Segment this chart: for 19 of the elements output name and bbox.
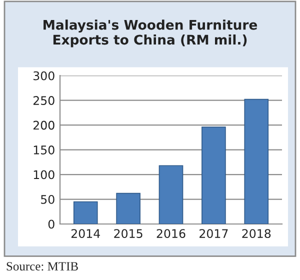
source-note: Source: MTIB <box>6 262 78 271</box>
bar <box>202 126 226 224</box>
y-tick-label: 300 <box>34 71 54 80</box>
y-tick-label: 50 <box>41 194 54 204</box>
y-tick-label: 150 <box>34 146 54 154</box>
x-tick-label: 2014 <box>71 229 100 238</box>
bar <box>73 201 98 224</box>
y-tick-label: 0 <box>48 220 54 229</box>
x-tick-label: 2016 <box>156 229 186 238</box>
x-tick-label: 2017 <box>200 229 228 238</box>
y-tick-label: 250 <box>33 96 54 105</box>
y-tick-label: 100 <box>34 170 54 180</box>
x-tick-label: 2018 <box>242 229 271 238</box>
bar <box>244 98 269 224</box>
bar <box>158 165 184 224</box>
bar <box>116 192 140 224</box>
chart-title: Malaysia's Wooden Furniture Exports to China (RM mil.) <box>44 20 258 48</box>
x-tick-label: 2015 <box>114 229 142 238</box>
y-tick-label: 200 <box>33 120 54 130</box>
